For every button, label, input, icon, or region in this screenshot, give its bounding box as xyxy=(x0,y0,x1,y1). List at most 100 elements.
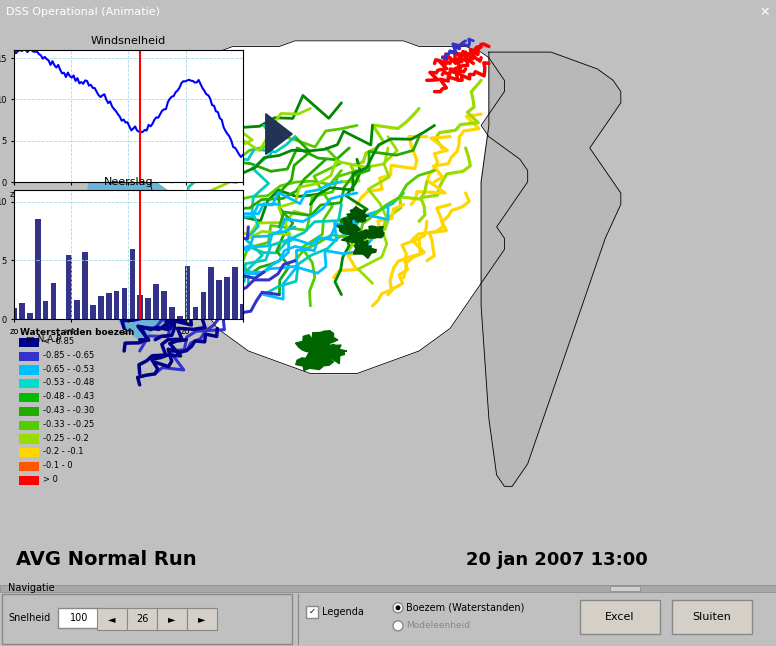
Bar xyxy=(43,302,48,319)
Text: -0.33 - -0.25: -0.33 - -0.25 xyxy=(43,420,95,429)
Text: -0.1 - 0: -0.1 - 0 xyxy=(43,461,73,470)
Text: Sluiten: Sluiten xyxy=(692,612,732,622)
Polygon shape xyxy=(265,114,293,154)
Bar xyxy=(0,585,776,592)
Bar xyxy=(19,366,39,375)
Text: -0.2 - -0.1: -0.2 - -0.1 xyxy=(43,448,84,456)
Text: Waterstanden boezem: Waterstanden boezem xyxy=(20,328,134,337)
Bar xyxy=(67,255,72,319)
Bar xyxy=(58,608,100,628)
Text: -0.53 - -0.48: -0.53 - -0.48 xyxy=(43,379,95,388)
Text: Navigatie: Navigatie xyxy=(8,583,54,592)
Text: 20 jan 2007 13:00: 20 jan 2007 13:00 xyxy=(466,551,647,569)
Bar xyxy=(157,608,187,630)
Text: ✓: ✓ xyxy=(309,607,316,616)
Text: -0.48 - -0.43: -0.48 - -0.43 xyxy=(43,392,95,401)
Text: DSS Operational (Animatie): DSS Operational (Animatie) xyxy=(6,7,160,17)
Bar xyxy=(185,266,190,319)
Bar xyxy=(19,448,39,457)
Text: > 0: > 0 xyxy=(43,475,58,484)
Text: 26: 26 xyxy=(136,614,148,624)
Text: ►: ► xyxy=(198,614,206,624)
Polygon shape xyxy=(341,231,366,245)
Bar xyxy=(145,298,151,319)
Bar xyxy=(82,252,88,319)
Polygon shape xyxy=(362,226,384,238)
Bar xyxy=(187,608,217,630)
Text: Legenda: Legenda xyxy=(322,607,364,617)
Text: -0.43 - -0.30: -0.43 - -0.30 xyxy=(43,406,95,415)
Bar xyxy=(672,599,752,634)
Text: m N.A.P.: m N.A.P. xyxy=(26,335,64,344)
Polygon shape xyxy=(347,207,369,222)
Text: AVG Normal Run: AVG Normal Run xyxy=(16,550,196,569)
Polygon shape xyxy=(306,348,334,366)
Bar xyxy=(11,308,17,319)
Bar xyxy=(19,462,39,471)
Bar xyxy=(192,307,199,319)
Bar xyxy=(209,267,214,319)
Bar xyxy=(306,606,318,618)
Bar xyxy=(27,313,33,319)
Polygon shape xyxy=(337,218,360,234)
Polygon shape xyxy=(313,331,338,349)
Bar xyxy=(50,283,57,319)
Text: ►: ► xyxy=(168,614,175,624)
Polygon shape xyxy=(296,352,323,371)
Bar xyxy=(106,293,112,319)
Circle shape xyxy=(393,621,403,631)
Polygon shape xyxy=(481,52,621,486)
Text: Windsnelheid: Windsnelheid xyxy=(91,36,166,47)
Text: Neerslag: Neerslag xyxy=(104,177,153,187)
Text: < -0.85: < -0.85 xyxy=(43,337,74,346)
Bar xyxy=(114,291,120,319)
Text: Excel: Excel xyxy=(605,612,635,622)
Text: ◄: ◄ xyxy=(108,614,116,624)
Bar xyxy=(240,304,246,319)
Bar xyxy=(130,249,135,319)
Circle shape xyxy=(393,603,403,613)
Bar xyxy=(19,434,39,444)
Bar xyxy=(127,608,157,630)
Bar xyxy=(19,393,39,402)
Polygon shape xyxy=(101,41,528,373)
Polygon shape xyxy=(320,344,347,364)
Polygon shape xyxy=(85,125,217,340)
Bar xyxy=(98,296,104,319)
Bar xyxy=(19,351,39,360)
Bar xyxy=(610,586,640,590)
Bar xyxy=(90,305,95,319)
Text: -0.65 - -0.53: -0.65 - -0.53 xyxy=(43,364,95,373)
Bar xyxy=(232,267,238,319)
Bar xyxy=(122,287,127,319)
Bar xyxy=(19,303,25,319)
Bar xyxy=(97,608,127,630)
Bar xyxy=(19,476,39,485)
Bar xyxy=(161,291,167,319)
Bar xyxy=(19,421,39,430)
Bar xyxy=(580,599,660,634)
Text: -0.85 - -0.65: -0.85 - -0.65 xyxy=(43,351,95,360)
Bar xyxy=(137,295,143,319)
Bar xyxy=(169,307,175,319)
Bar xyxy=(200,292,206,319)
Text: Snelheid: Snelheid xyxy=(8,613,50,623)
Bar xyxy=(35,219,40,319)
Bar xyxy=(2,594,292,644)
Bar xyxy=(224,277,230,319)
Bar xyxy=(74,300,80,319)
Bar xyxy=(153,284,159,319)
Bar xyxy=(217,280,222,319)
Bar xyxy=(19,407,39,416)
Text: -0.25 - -0.2: -0.25 - -0.2 xyxy=(43,433,89,443)
Bar xyxy=(19,379,39,388)
Polygon shape xyxy=(296,335,322,355)
Text: ✕: ✕ xyxy=(759,5,770,19)
Polygon shape xyxy=(353,240,376,258)
Bar xyxy=(19,338,39,347)
Text: Boezem (Waterstanden): Boezem (Waterstanden) xyxy=(406,603,525,613)
Text: 100: 100 xyxy=(70,613,88,623)
Text: Modeleenheid: Modeleenheid xyxy=(406,621,470,630)
Bar xyxy=(177,316,182,319)
Circle shape xyxy=(396,605,400,610)
